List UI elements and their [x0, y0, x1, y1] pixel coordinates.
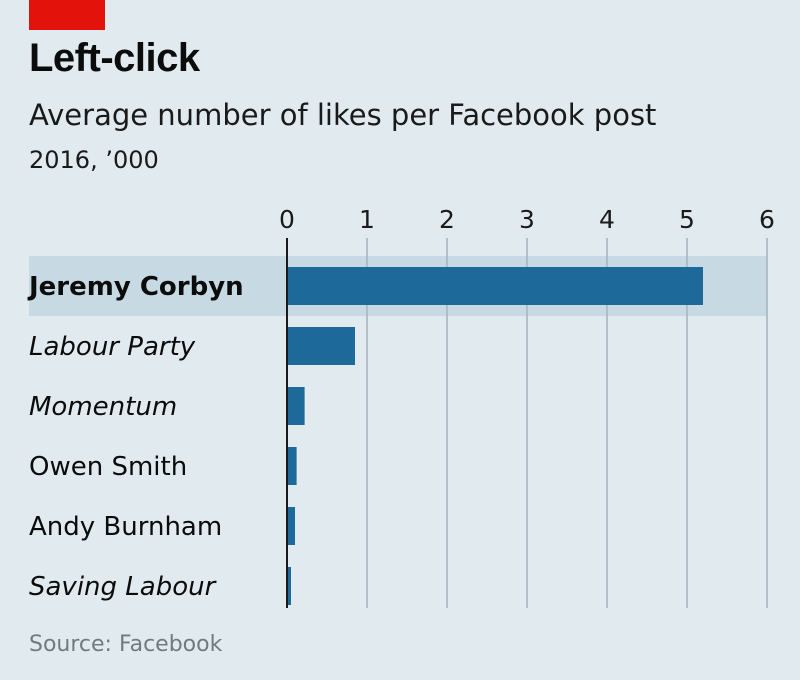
- category-label: Owen Smith: [29, 452, 187, 482]
- bar: [287, 507, 295, 545]
- bar: [287, 387, 305, 425]
- x-tick-label: 5: [679, 205, 695, 234]
- chart-unit: 2016, ’000: [29, 146, 159, 174]
- bar: [287, 327, 355, 365]
- bar: [287, 267, 703, 305]
- source-note: Source: Facebook: [29, 632, 223, 657]
- brand-tag: [29, 0, 105, 30]
- category-label: Momentum: [29, 392, 177, 422]
- bar: [287, 447, 297, 485]
- category-label: Jeremy Corbyn: [27, 272, 244, 302]
- x-tick-label: 1: [359, 205, 375, 234]
- x-tick-label: 6: [759, 205, 775, 234]
- x-tick-label: 2: [439, 205, 455, 234]
- x-tick-label: 0: [279, 205, 295, 234]
- chart-subtitle: Average number of likes per Facebook pos…: [29, 98, 657, 132]
- x-tick-label: 3: [519, 205, 535, 234]
- category-label: Labour Party: [29, 332, 196, 362]
- bar: [287, 567, 291, 605]
- chart-title: Left-click: [29, 36, 200, 80]
- category-label: Andy Burnham: [29, 512, 222, 542]
- category-label: Saving Labour: [29, 572, 218, 602]
- x-tick-label: 4: [599, 205, 615, 234]
